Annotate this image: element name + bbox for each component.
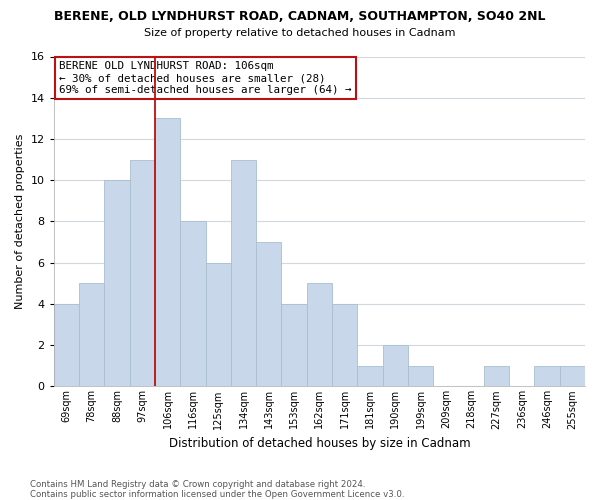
Bar	[206, 262, 231, 386]
Text: Size of property relative to detached houses in Cadnam: Size of property relative to detached ho…	[144, 28, 456, 38]
Bar	[358, 366, 383, 386]
Text: BERENE OLD LYNDHURST ROAD: 106sqm
← 30% of detached houses are smaller (28)
69% : BERENE OLD LYNDHURST ROAD: 106sqm ← 30% …	[59, 62, 352, 94]
Bar	[231, 160, 256, 386]
Bar	[307, 284, 332, 387]
Bar	[130, 160, 155, 386]
Bar	[560, 366, 585, 386]
Bar	[332, 304, 358, 386]
Bar	[256, 242, 281, 386]
Bar	[408, 366, 433, 386]
Bar	[484, 366, 509, 386]
Bar	[54, 304, 79, 386]
Y-axis label: Number of detached properties: Number of detached properties	[15, 134, 25, 309]
Text: Contains HM Land Registry data © Crown copyright and database right 2024.: Contains HM Land Registry data © Crown c…	[30, 480, 365, 489]
Bar	[281, 304, 307, 386]
Bar	[79, 284, 104, 387]
Text: BERENE, OLD LYNDHURST ROAD, CADNAM, SOUTHAMPTON, SO40 2NL: BERENE, OLD LYNDHURST ROAD, CADNAM, SOUT…	[54, 10, 546, 23]
Bar	[180, 222, 206, 386]
Bar	[155, 118, 180, 386]
X-axis label: Distribution of detached houses by size in Cadnam: Distribution of detached houses by size …	[169, 437, 470, 450]
Bar	[535, 366, 560, 386]
Text: Contains public sector information licensed under the Open Government Licence v3: Contains public sector information licen…	[30, 490, 404, 499]
Bar	[383, 345, 408, 387]
Bar	[104, 180, 130, 386]
